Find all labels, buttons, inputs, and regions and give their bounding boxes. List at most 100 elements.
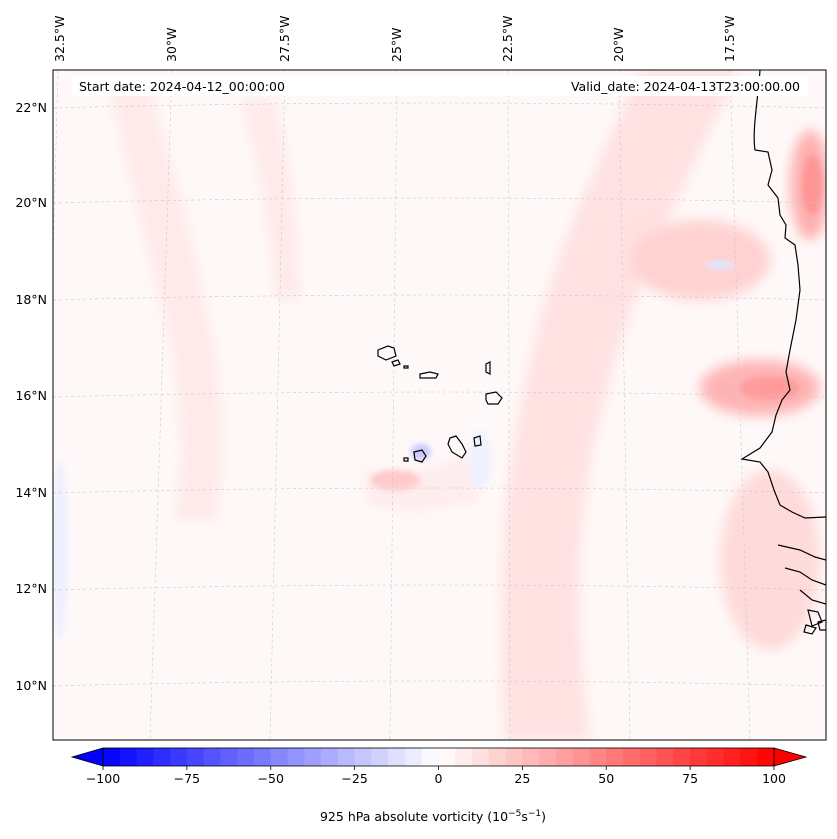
lon-tick-label: 32.5°W [52, 16, 67, 62]
colorbar-bin [740, 748, 758, 766]
colorbar-bin [220, 748, 238, 766]
colorbar-bin [623, 748, 641, 766]
lat-tick-label: 14°N [15, 485, 47, 500]
field-neg-west [53, 460, 68, 640]
colorbar-bin [555, 748, 574, 766]
field-max-coast-16n-core [740, 376, 800, 400]
colorbar-bin [354, 748, 372, 766]
island-santa-luzia [403, 365, 409, 369]
colorbar-tick-label: −50 [258, 771, 284, 786]
colorbar-bin [438, 748, 456, 766]
field-pos-se [720, 470, 820, 650]
colorbar-tick-label: 75 [682, 771, 698, 786]
colorbar-bin [270, 748, 289, 766]
lat-tick-label: 16°N [15, 388, 47, 403]
valid-date-label: Valid_date: 2024-04-13T23:00:00.00 [571, 79, 800, 94]
colorbar-bin [404, 748, 423, 766]
colorbar-tick-label: −25 [341, 771, 367, 786]
colorbar-bin [706, 748, 725, 766]
colorbar-tick-label: −75 [174, 771, 200, 786]
colorbar-label-mid: s [521, 809, 528, 824]
colorbar: −100 −75 −50 −25 0 25 50 75 100 925 hPa absolute… [70, 747, 808, 824]
lon-tick-label: 22.5°W [500, 16, 515, 62]
colorbar-bin [757, 748, 775, 766]
lon-tick-label: 20°W [611, 27, 626, 62]
field-pos-islands [370, 470, 420, 490]
colorbar-tick-label: −100 [86, 771, 120, 786]
lat-tick-label: 22°N [15, 100, 47, 115]
colorbar-bin [186, 748, 205, 766]
island-fogo [413, 449, 427, 463]
field-pos-ne [630, 220, 770, 300]
colorbar-tick-label: 0 [435, 771, 443, 786]
colorbar-bin [371, 748, 389, 766]
colorbar-tick-label: 25 [514, 771, 530, 786]
map-panel: Start date: 2024-04-12_00:00:00 Valid_da… [52, 69, 827, 741]
lon-tick-label: 27.5°W [277, 16, 292, 62]
lon-tick-label: 25°W [389, 27, 404, 62]
colorbar-bin [589, 748, 607, 766]
colorbar-tick-label: 50 [598, 771, 614, 786]
colorbar-bin [505, 748, 523, 766]
vorticity-field [53, 70, 826, 740]
colorbar-label-end: ) [541, 809, 546, 824]
colorbar-bins [103, 748, 775, 766]
colorbar-bin [690, 748, 708, 766]
island-sao-nicolau [419, 371, 439, 379]
colorbar-label-exp2: −1 [528, 809, 541, 819]
coastlines [377, 70, 826, 635]
field-max-coast-20n-core [802, 155, 822, 215]
island-maio [473, 435, 482, 447]
island-brava [403, 457, 409, 462]
colorbar-bin [153, 748, 171, 766]
colorbar-bin [606, 748, 624, 766]
colorbar-ticks: −100 −75 −50 −25 0 25 50 75 100 [86, 766, 786, 786]
colorbar-bin [522, 748, 540, 766]
lat-tick-label: 12°N [15, 581, 47, 596]
colorbar-bin [203, 748, 221, 766]
colorbar-bin [136, 748, 154, 766]
colorbar-bin [639, 748, 658, 766]
colorbar-bin [472, 748, 490, 766]
colorbar-bin [656, 748, 674, 766]
colorbar-bin [170, 748, 188, 766]
island-sal [485, 361, 491, 375]
field-band-west2 [240, 100, 300, 300]
colorbar-label-main: 925 hPa absolute vorticity (10 [320, 809, 508, 824]
colorbar-bin [287, 748, 305, 766]
lat-tick-label: 10°N [15, 678, 47, 693]
island-santiago [447, 435, 467, 459]
field-band-west [110, 90, 223, 520]
colorbar-bin [388, 748, 406, 766]
field-neg-ne [706, 260, 734, 270]
colorbar-label: 925 hPa absolute vorticity (10−5s−1) [320, 809, 546, 824]
island-boa-vista [485, 391, 503, 405]
lon-axis: 32.5°W 30°W 27.5°W 25°W 22.5°W 20°W 17.5… [52, 16, 737, 62]
colorbar-tick-label: 100 [762, 771, 786, 786]
lon-tick-label: 30°W [164, 27, 179, 62]
date-info-box [72, 76, 808, 96]
colorbar-bin [455, 748, 473, 766]
lat-tick-label: 18°N [15, 292, 47, 307]
lat-tick-label: 20°N [15, 195, 47, 210]
colorbar-bin [723, 748, 741, 766]
colorbar-bin [539, 748, 557, 766]
colorbar-extend-max [773, 747, 808, 767]
colorbar-label-exp1: −5 [508, 809, 521, 819]
colorbar-bin [488, 748, 507, 766]
start-date-label: Start date: 2024-04-12_00:00:00 [79, 79, 285, 94]
field-neg-n [468, 430, 492, 490]
lon-tick-label: 17.5°W [722, 16, 737, 62]
field-band-center [360, 450, 480, 511]
map-frame [52, 69, 827, 741]
colorbar-bin [673, 748, 691, 766]
colorbar-bin [103, 748, 121, 766]
island-sao-vicente [391, 359, 401, 367]
lat-axis: 22°N 20°N 18°N 16°N 14°N 12°N 10°N [15, 100, 47, 693]
colorbar-bin [237, 748, 255, 766]
colorbar-bin [572, 748, 590, 766]
island-santo-antao [377, 345, 397, 361]
colorbar-bin [421, 748, 439, 766]
coast-islands-guinea [803, 609, 826, 635]
